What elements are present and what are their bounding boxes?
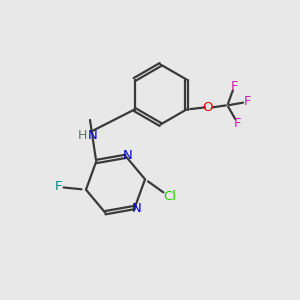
Text: F: F [244,95,251,108]
Text: Cl: Cl [163,190,176,203]
Text: N: N [131,202,141,214]
Text: F: F [231,80,238,93]
Text: N: N [88,129,97,142]
Text: O: O [203,101,213,114]
Text: H: H [78,129,88,142]
Text: F: F [234,117,241,130]
Text: F: F [54,180,62,194]
Text: N: N [122,149,132,162]
